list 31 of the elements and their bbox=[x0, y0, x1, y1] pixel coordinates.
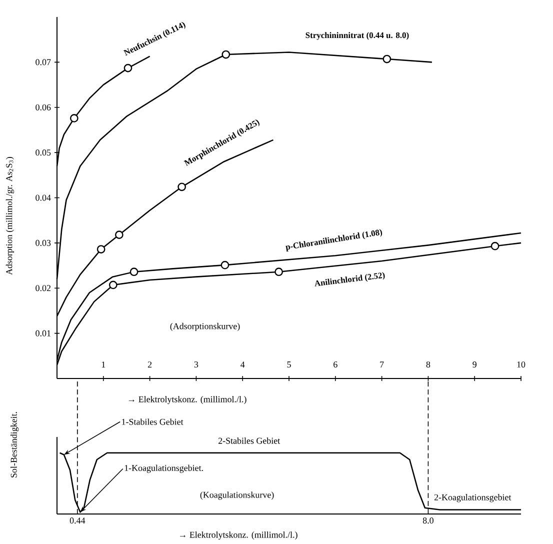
y-tick-label: 0.07 bbox=[36, 59, 51, 66]
annotation: 1-Stabiles Gebiet bbox=[122, 418, 184, 425]
y-tick-label: 0.03 bbox=[36, 240, 51, 246]
x-axis-title: → Elektrolytskonz. (millimol./l.) bbox=[180, 531, 298, 540]
x-tick-label: 5 bbox=[287, 362, 291, 368]
x-tick-label: 7 bbox=[380, 362, 384, 368]
text: Anilinchlorid (2.52) bbox=[314, 272, 385, 286]
annotation: 2-Koagulationsgebiet bbox=[434, 494, 512, 502]
x-tick-label: 8.0 bbox=[422, 518, 434, 524]
series-label: Strychininnitrat (0.44 u. 8.0) bbox=[306, 32, 409, 40]
x-tick-label: 10 bbox=[517, 361, 526, 368]
x-tick-label: 1 bbox=[102, 362, 106, 368]
x-axis-title: → Elektrolytskonz. (millimol./l.) bbox=[128, 396, 246, 404]
y-tick-label: 0.06 bbox=[36, 104, 51, 110]
x-tick-label: 4 bbox=[240, 362, 245, 368]
y-tick-label: 0.02 bbox=[36, 285, 50, 292]
x-tick-label: 6 bbox=[334, 361, 338, 368]
y-tick-label: 0.05 bbox=[36, 150, 51, 156]
x-tick-label: 3 bbox=[194, 361, 198, 368]
text: 2-Stabiles Gebiet bbox=[218, 438, 280, 444]
x-tick-label: 9 bbox=[472, 361, 476, 368]
x-tick-label: 2 bbox=[148, 362, 152, 368]
annotation: (Koagulationskurve) bbox=[200, 492, 274, 500]
annotation: (Adsorptionskurve) bbox=[170, 322, 240, 332]
y-tick-label: 0.01 bbox=[36, 330, 50, 336]
y-axis-title: Adsorption (millimol./gr. As$_{2}$S$_{3}$) bbox=[6, 157, 14, 275]
annotation: 1-Koagulationsgebiet. bbox=[124, 464, 203, 473]
x-tick-label: 8 bbox=[426, 361, 430, 368]
y-axis-title: Sol-Beständigkeit. bbox=[10, 412, 19, 478]
x-tick-label: 0.44 bbox=[70, 518, 86, 524]
y-tick-label: 0.04 bbox=[36, 194, 51, 201]
